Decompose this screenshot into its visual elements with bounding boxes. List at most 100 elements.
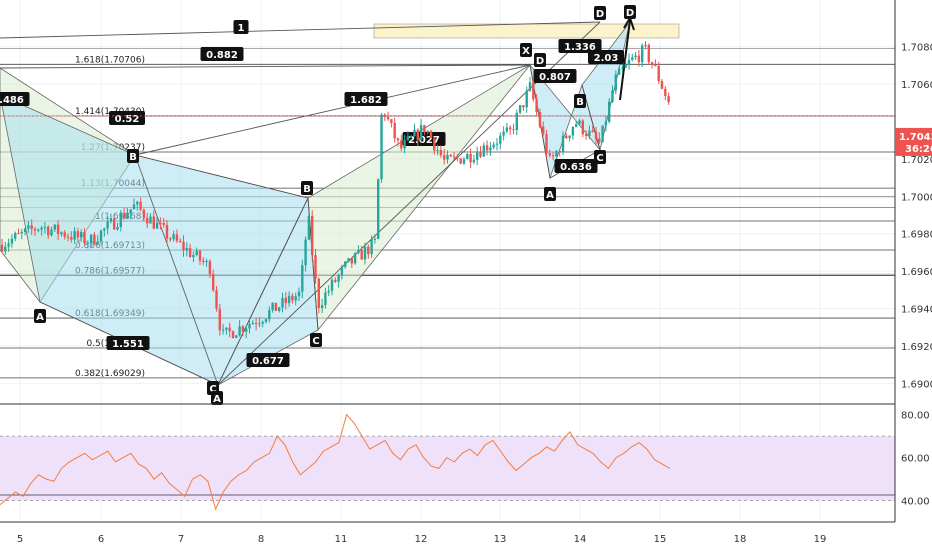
candle-down — [76, 227, 80, 242]
candle-body — [53, 224, 56, 230]
candle-up — [225, 327, 228, 335]
candle-body — [528, 82, 532, 91]
candle-down — [443, 148, 446, 165]
candle-body — [558, 151, 561, 153]
candle-body — [80, 231, 83, 238]
candle-down — [429, 129, 433, 139]
candle-body — [327, 290, 330, 293]
candle-body — [37, 229, 40, 231]
candle-body — [0, 244, 4, 252]
candle-body — [208, 260, 212, 275]
candle-body — [86, 243, 89, 245]
candle-down — [113, 216, 116, 230]
candle-body — [304, 239, 307, 266]
candle-body — [647, 44, 650, 63]
candle-down — [146, 212, 149, 229]
candle-up — [287, 291, 291, 307]
candle-up — [525, 86, 528, 113]
candle-body — [60, 232, 63, 234]
candle-down — [367, 244, 370, 259]
candle-body — [436, 150, 439, 152]
candle-body — [50, 229, 53, 236]
candle-body — [66, 236, 70, 238]
pattern-point-label: D — [626, 8, 634, 19]
candle-body — [644, 44, 647, 46]
candle-up — [373, 234, 377, 244]
candle-up — [413, 123, 416, 137]
candle-up — [268, 306, 271, 323]
candle-body — [393, 122, 396, 139]
candle-body — [400, 140, 403, 149]
candle-up — [601, 125, 604, 143]
x-tick-label: 6 — [98, 534, 104, 545]
candle-down — [390, 118, 393, 128]
candle-body — [218, 308, 221, 331]
ratio-tag-label: 0.807 — [539, 72, 571, 83]
candle-body — [113, 218, 116, 230]
ratio-tag-bg — [109, 111, 145, 125]
candle-body — [532, 82, 535, 100]
candle-down — [254, 317, 258, 331]
candle-up — [27, 220, 30, 233]
fib-label: 0.382(1.69029) — [75, 369, 145, 379]
candle-down — [291, 293, 294, 304]
candle-body — [614, 74, 617, 91]
candle-up — [363, 242, 367, 265]
candle-body — [324, 292, 327, 306]
x-tick-label: 12 — [415, 534, 428, 545]
candle-up — [614, 70, 617, 95]
candle-down — [558, 148, 561, 157]
candle-up — [419, 118, 423, 142]
last-price-value: 1.70430 — [899, 132, 932, 143]
candle-down — [162, 218, 165, 228]
candle-body — [443, 155, 446, 160]
candle-body — [301, 265, 304, 292]
pattern-point-bg — [127, 149, 139, 163]
candle-body — [621, 67, 624, 69]
candle-body — [149, 216, 152, 224]
candle-body — [136, 201, 139, 205]
candle-up — [436, 144, 439, 156]
candle-down — [396, 137, 400, 147]
candle-body — [254, 322, 258, 324]
pattern-point-label: B — [576, 97, 584, 108]
candle-body — [604, 121, 608, 126]
candle-down — [509, 125, 512, 135]
candle-down — [47, 225, 50, 239]
candle-body — [515, 112, 518, 130]
candle-body — [641, 45, 644, 63]
pattern-point-bg — [594, 6, 606, 20]
candle-body — [439, 150, 443, 156]
candle-up — [555, 150, 558, 158]
candle-body — [89, 234, 93, 244]
pattern-point-b: B — [127, 149, 139, 163]
candle-body — [353, 253, 357, 264]
candle-up — [106, 215, 109, 235]
candle-body — [103, 228, 106, 231]
candle-body — [667, 96, 670, 103]
candle-down — [182, 235, 185, 257]
candle-body — [390, 119, 393, 123]
candle-up — [324, 287, 327, 309]
candle-down — [228, 322, 231, 338]
ratio-tag-bg — [233, 20, 249, 34]
candle-up — [347, 258, 350, 263]
candle-up — [446, 150, 449, 164]
candle-body — [109, 218, 113, 222]
candle-body — [17, 233, 20, 235]
candle-body — [205, 260, 208, 263]
pattern-point-d: D — [624, 5, 636, 19]
ratio-tag-bg — [106, 336, 150, 350]
candle-body — [601, 125, 604, 143]
candle-down — [452, 152, 456, 160]
candle-up — [489, 141, 492, 156]
candle-body — [172, 234, 175, 240]
candle-body — [347, 258, 350, 262]
pattern-leg — [0, 64, 531, 69]
pattern-point-label: X — [522, 46, 530, 57]
candle-body — [27, 225, 30, 229]
candle-up — [60, 231, 63, 237]
candle-body — [535, 99, 538, 112]
pattern-point-label: C — [209, 384, 216, 395]
candle-down — [664, 86, 667, 101]
